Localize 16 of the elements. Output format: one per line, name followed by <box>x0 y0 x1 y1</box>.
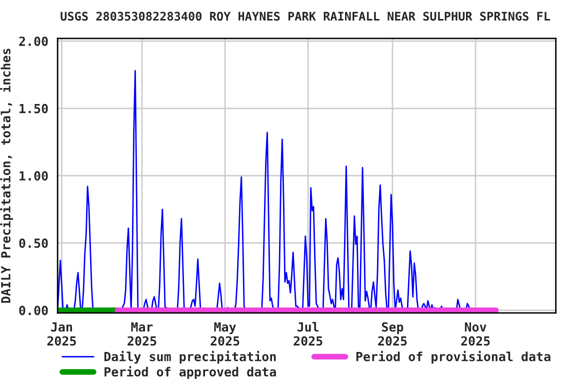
y-axis-title: DAILY Precipitation, total, inches <box>0 48 13 303</box>
x-tick-label: May 2025 <box>210 322 240 346</box>
y-tick-label: 0.00 <box>19 306 48 316</box>
x-tick-label: Jul 2025 <box>294 322 322 346</box>
y-tick-label: 0.50 <box>19 238 48 248</box>
y-tick-label: 1.50 <box>20 104 48 114</box>
legend-label: Period of provisional data <box>356 350 550 364</box>
legend-label: Period of approved data <box>104 366 276 379</box>
y-tick-label: 1.00 <box>20 171 48 181</box>
x-tick-label: Sep 2025 <box>378 322 407 346</box>
x-tick-label: Mar 2025 <box>128 322 156 346</box>
x-tick-label: Nov 2025 <box>461 322 490 346</box>
x-tick-label: Jan 2025 <box>47 322 76 346</box>
y-tick-label: 2.00 <box>19 36 48 46</box>
chart-title: USGS 280353082283400 ROY HAYNES PARK RAINFALL NEAR SULPHUR SPRINGS FL <box>60 12 550 21</box>
legend-label: Daily sum precipitation <box>104 350 276 364</box>
